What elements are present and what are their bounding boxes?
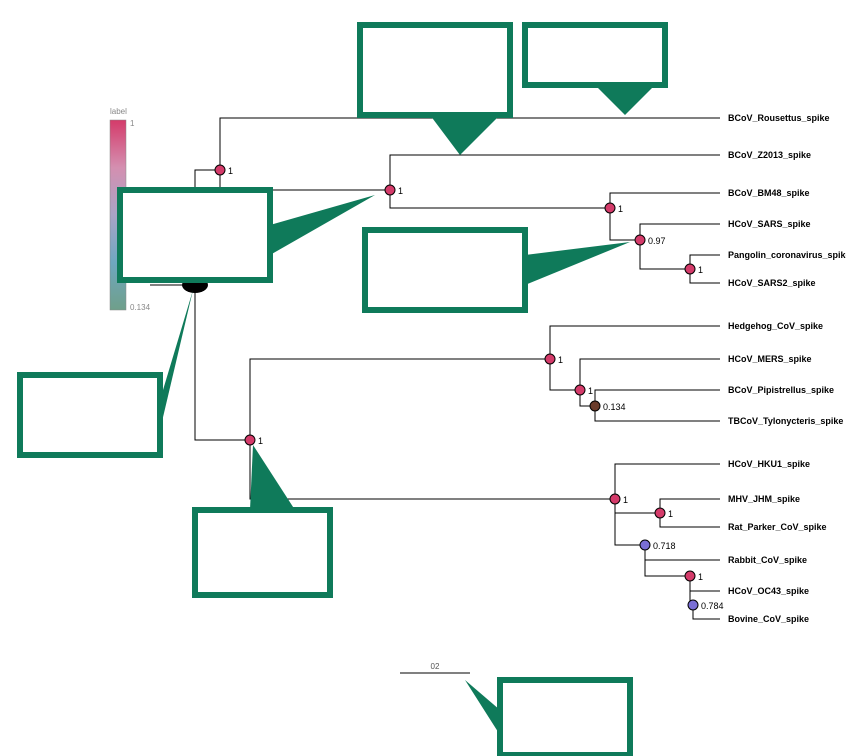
callout-tail	[160, 290, 193, 430]
tip-label: BCoV_Pipistrellus_spike	[728, 385, 834, 395]
tip-label: TBCoV_Tylonycteris_spike	[728, 416, 843, 426]
callout-box	[20, 375, 160, 455]
internal-node	[685, 571, 695, 581]
support-label: 1	[618, 204, 623, 214]
svg-text:1: 1	[130, 119, 135, 128]
internal-node	[215, 165, 225, 175]
callout-box	[195, 510, 330, 595]
internal-node	[635, 235, 645, 245]
callout	[365, 230, 630, 310]
callout-tail	[465, 680, 500, 735]
support-label: 1	[668, 509, 673, 519]
callout-box	[365, 230, 525, 310]
callout-box	[525, 25, 665, 85]
tip-label: Pangolin_coronavirus_spike	[728, 250, 846, 260]
tip-label: Bovine_CoV_spike	[728, 614, 809, 624]
tip-label: BCoV_Z2013_spike	[728, 150, 811, 160]
scale-bar: 02	[400, 662, 470, 673]
support-label: 1	[698, 572, 703, 582]
callout-box	[500, 680, 630, 755]
support-label: 1	[558, 355, 563, 365]
tip-label: MHV_JHM_spike	[728, 494, 800, 504]
callout-box	[120, 190, 270, 280]
tip-label: Rat_Parker_CoV_spike	[728, 522, 827, 532]
callout-tail	[430, 115, 500, 155]
support-label: 1	[698, 265, 703, 275]
internal-node	[385, 185, 395, 195]
svg-text:0.134: 0.134	[130, 303, 151, 312]
internal-node	[655, 508, 665, 518]
internal-node	[590, 401, 600, 411]
callout-tail	[250, 445, 295, 510]
support-label: 0.718	[653, 541, 676, 551]
callout	[525, 25, 665, 115]
callout-tail	[595, 85, 655, 115]
internal-node	[688, 600, 698, 610]
internal-node	[575, 385, 585, 395]
tip-label: BCoV_BM48_spike	[728, 188, 810, 198]
internal-node	[685, 264, 695, 274]
internal-node	[545, 354, 555, 364]
legend-title: label	[110, 107, 127, 116]
tip-label: HCoV_OC43_spike	[728, 586, 809, 596]
callout-box	[360, 25, 510, 115]
support-label: 1	[398, 186, 403, 196]
callout-tail	[525, 242, 630, 285]
tip-label: HCoV_MERS_spike	[728, 354, 812, 364]
tip-label: HCoV_SARS_spike	[728, 219, 811, 229]
callout	[20, 290, 193, 455]
tip-label: HCoV_HKU1_spike	[728, 459, 810, 469]
support-label: 0.134	[603, 402, 626, 412]
internal-node	[605, 203, 615, 213]
tip-label: BCoV_Rousettus_spike	[728, 113, 830, 123]
callout	[120, 190, 375, 280]
callout-tail	[270, 195, 375, 255]
support-label: 1	[623, 495, 628, 505]
callout	[360, 25, 510, 155]
support-label: 1	[588, 386, 593, 396]
tip-label: Hedgehog_CoV_spike	[728, 321, 823, 331]
internal-node	[640, 540, 650, 550]
callout	[195, 445, 330, 595]
tip-label: HCoV_SARS2_spike	[728, 278, 816, 288]
internal-node	[610, 494, 620, 504]
callout	[465, 680, 630, 755]
scale-bar-label: 02	[431, 662, 440, 671]
tip-label: Rabbit_CoV_spike	[728, 555, 807, 565]
support-label: 0.784	[701, 601, 724, 611]
tip-labels: BCoV_Rousettus_spike BCoV_Z2013_spike BCoV…	[728, 113, 846, 624]
support-label: 1	[258, 436, 263, 446]
internal-node	[245, 435, 255, 445]
support-label: 0.97	[648, 236, 666, 246]
support-label: 1	[228, 166, 233, 176]
